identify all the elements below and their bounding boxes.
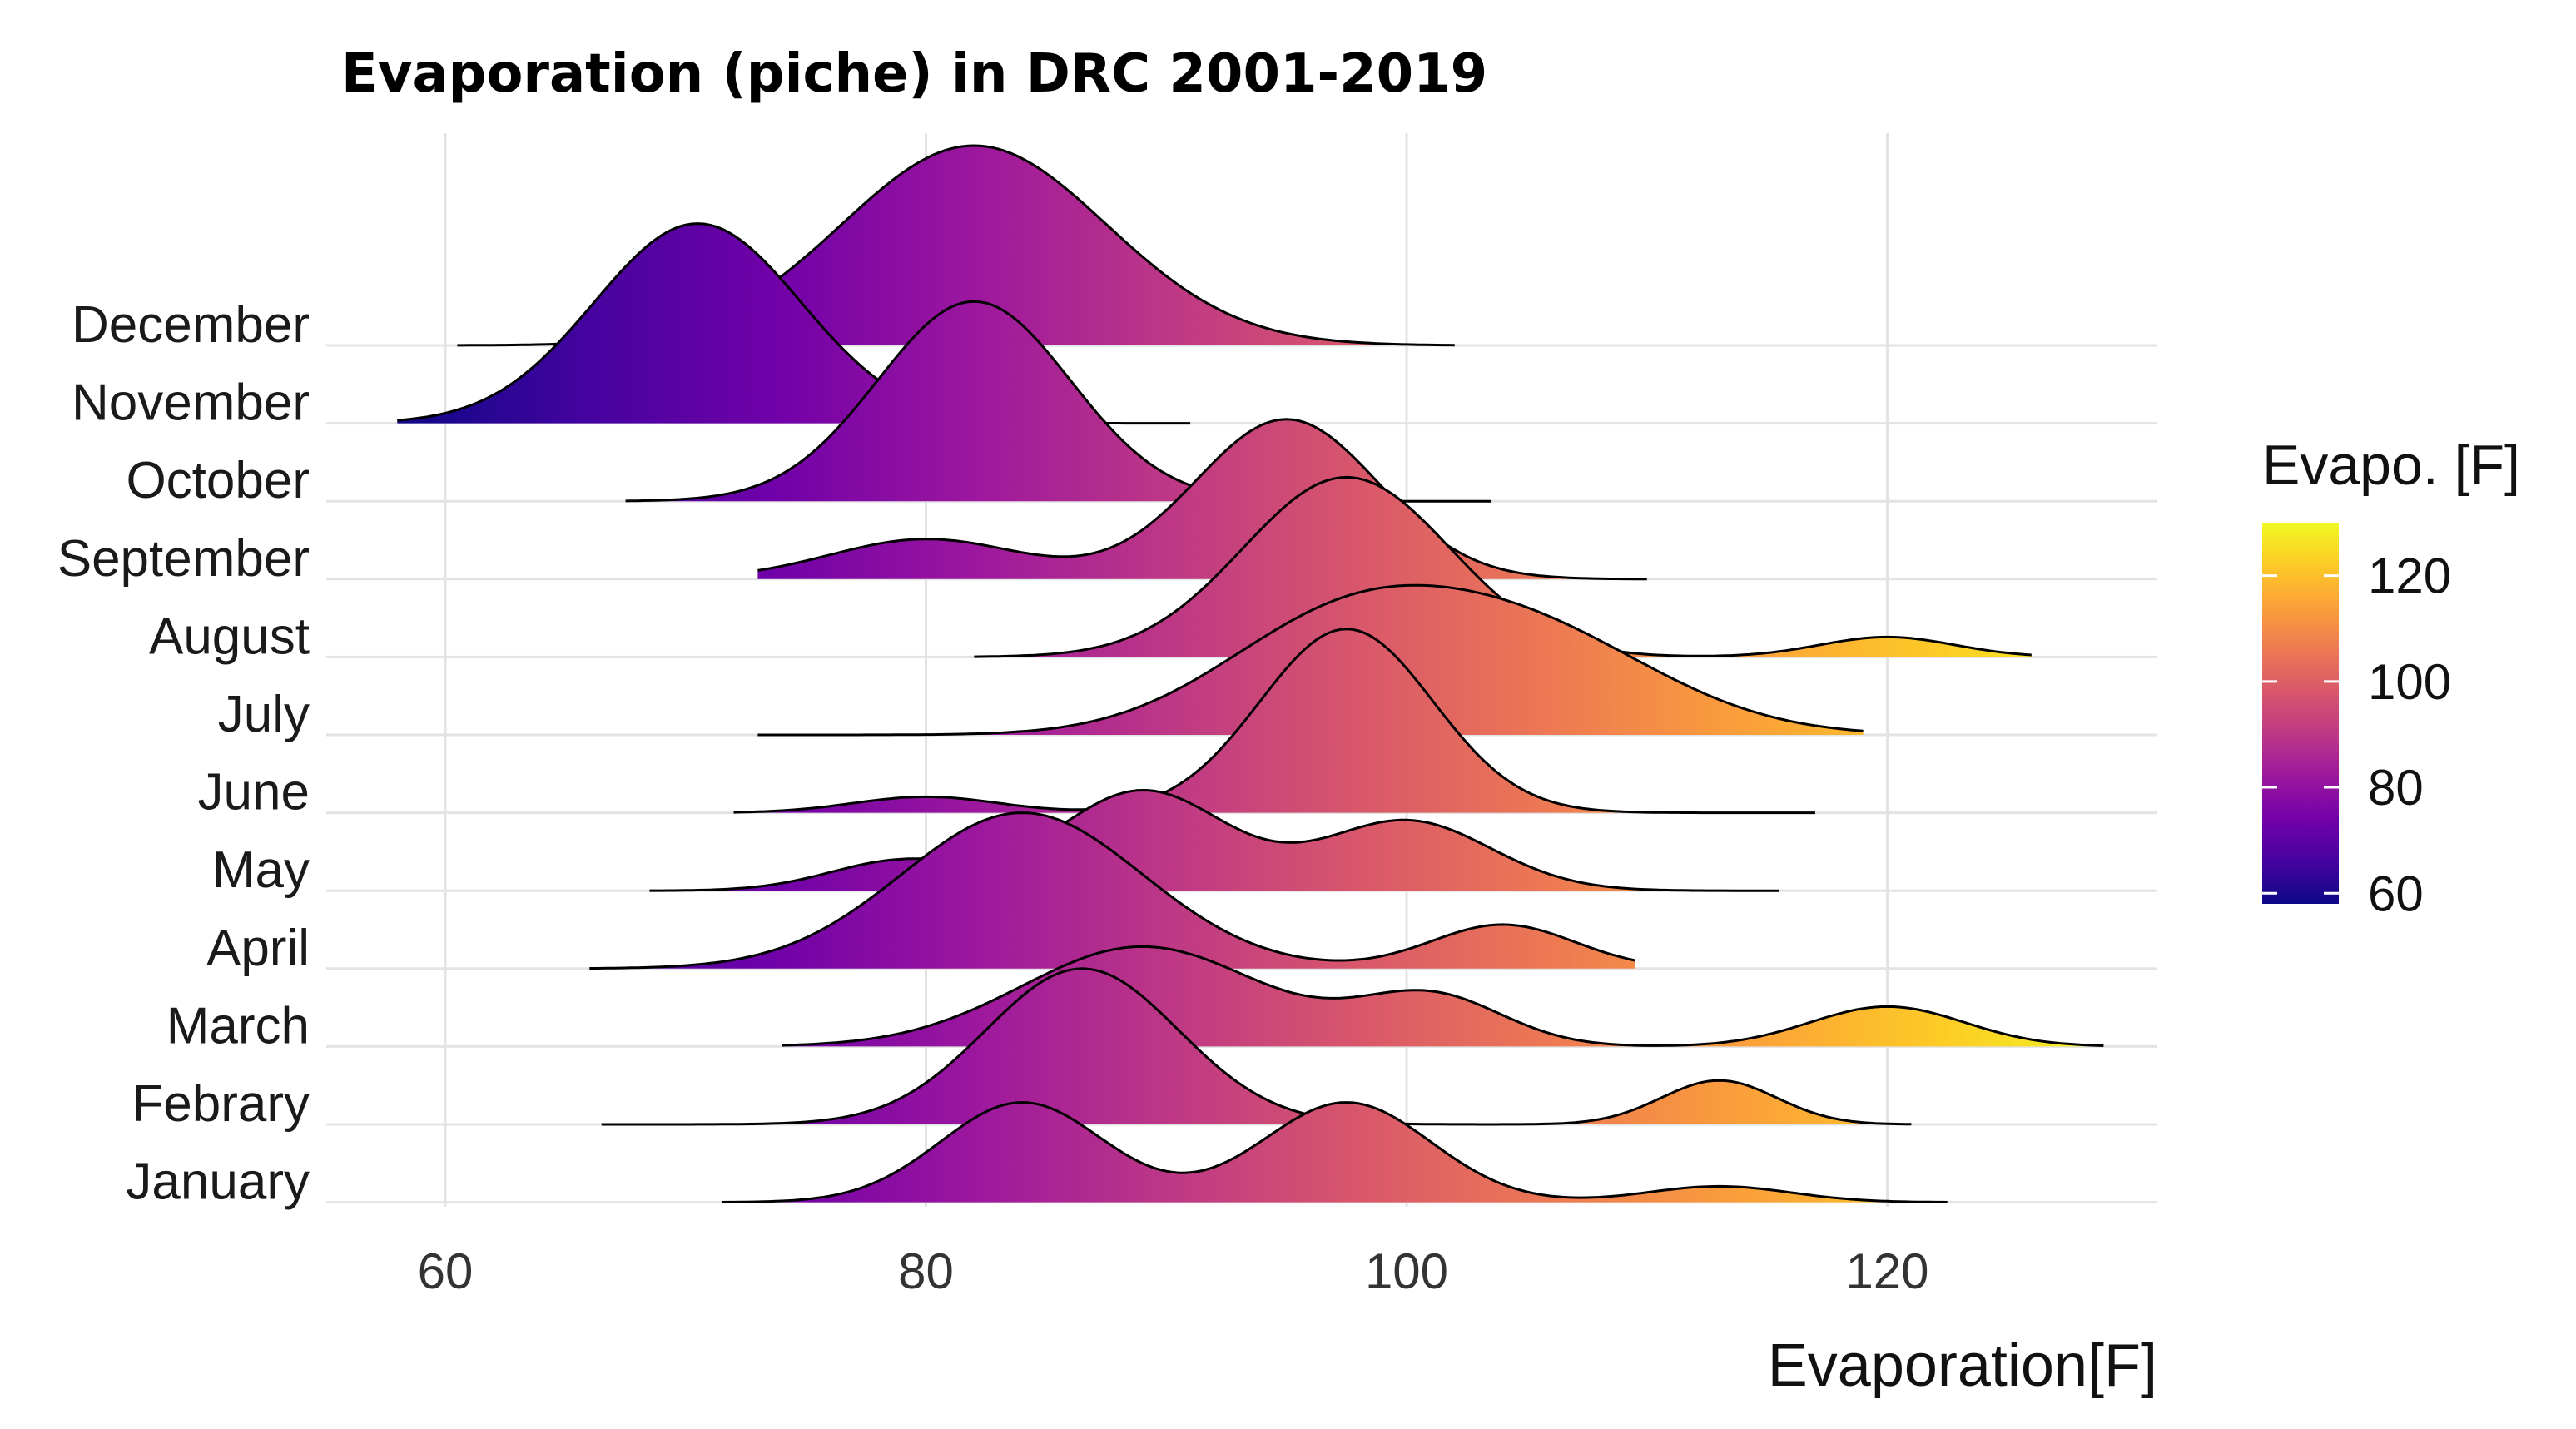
x-tick-label: 60 (418, 1243, 474, 1299)
ridge-fill-april (589, 812, 1635, 969)
ridge-line-january (722, 1101, 1948, 1203)
y-tick-label: Febrary (132, 1075, 310, 1133)
legend-tick-label: 60 (2368, 866, 2424, 921)
ridge-line-may (649, 789, 1779, 892)
chart-title: Evaporation (piche) in DRC 2001-2019 (341, 43, 1487, 105)
ridge-fill-august (974, 477, 2032, 657)
ridge-line-july (757, 583, 1864, 737)
x-axis-label: Evaporation[F] (1768, 1332, 2157, 1399)
y-tick-label: July (218, 686, 310, 743)
ridge-line-febrary (601, 967, 1912, 1126)
ridge-fill-january (722, 1102, 1948, 1203)
x-tick-label: 80 (898, 1243, 954, 1299)
legend-tick-label: 120 (2368, 548, 2451, 604)
ridges (397, 144, 2104, 1203)
ridge-line-april (589, 811, 1635, 970)
ridge-fill-december (457, 146, 1455, 345)
y-tick-label: November (72, 375, 310, 432)
y-tick-label: October (126, 452, 310, 509)
y-tick-label: May (212, 841, 310, 899)
x-axis-ticks: 60 80 100 120 (418, 1243, 1929, 1299)
legend-tick-label: 100 (2368, 654, 2451, 710)
y-axis-labels: January Febrary March April May June July Augus… (57, 296, 310, 1211)
ridge-fill-june (733, 628, 1815, 813)
ridge-fill-febrary (601, 968, 1912, 1124)
legend: Evapo. [F] 60 80 100 120 (2262, 434, 2520, 921)
y-tick-label: December (72, 296, 310, 354)
legend-colorbar (2262, 523, 2339, 904)
ridge-line-september (757, 418, 1647, 581)
y-tick-label: April (206, 920, 310, 977)
ridge-fill-october (625, 301, 1491, 502)
x-tick-label: 100 (1365, 1243, 1448, 1299)
legend-ticks: 60 80 100 120 (2262, 548, 2451, 921)
legend-tick-label: 80 (2368, 760, 2424, 816)
ridge-fill-november (397, 223, 1191, 424)
y-tick-label: January (126, 1154, 310, 1211)
x-tick-label: 120 (1845, 1243, 1928, 1299)
y-tick-label: August (149, 608, 310, 665)
legend-title: Evapo. [F] (2262, 434, 2520, 497)
ridge-line-june (733, 628, 1815, 815)
y-tick-label: June (198, 764, 310, 821)
y-tick-label: September (57, 530, 310, 588)
ridge-line-march (782, 945, 2104, 1047)
y-tick-label: March (166, 997, 310, 1054)
